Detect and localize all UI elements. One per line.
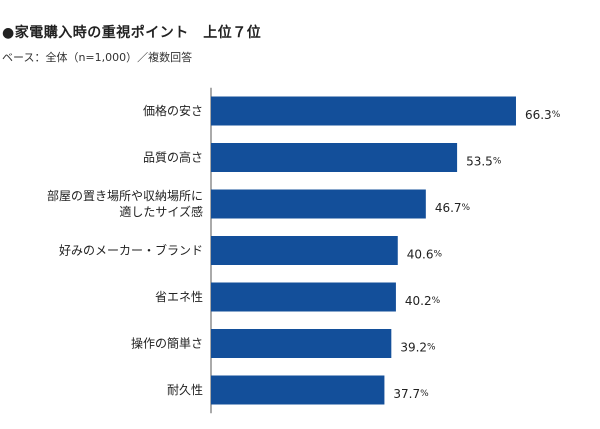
bar xyxy=(211,96,516,126)
bar xyxy=(211,236,398,265)
category-label: 省エネ性 xyxy=(155,290,203,304)
bar xyxy=(211,143,458,172)
bar xyxy=(211,375,385,405)
value-label: 37.7% xyxy=(393,387,429,401)
bar xyxy=(211,329,392,358)
category-label: 品質の高さ xyxy=(143,150,203,165)
chart-subtitle: ベース：全体（n=1,000）／複数回答 xyxy=(2,51,193,64)
category-label: 操作の簡単さ xyxy=(131,336,203,351)
category-label: 価格の安さ xyxy=(143,103,203,118)
chart-title: ●家電購入時の重視ポイント 上位７位 xyxy=(2,25,262,41)
value-label: 40.2% xyxy=(405,294,441,308)
value-label: 40.6% xyxy=(407,248,443,262)
value-label: 46.7% xyxy=(435,201,471,215)
value-label: 66.3% xyxy=(525,108,561,122)
value-label: 53.5% xyxy=(466,155,502,169)
category-label: 好みのメーカー・ブランド xyxy=(59,243,203,258)
bar xyxy=(211,282,396,312)
category-label: 耐久性 xyxy=(167,383,203,397)
category-label: 適したサイズ感 xyxy=(119,204,203,219)
bar xyxy=(211,189,426,219)
value-label: 39.2% xyxy=(400,341,436,355)
category-label: 部屋の置き場所や収納場所に xyxy=(47,188,203,203)
